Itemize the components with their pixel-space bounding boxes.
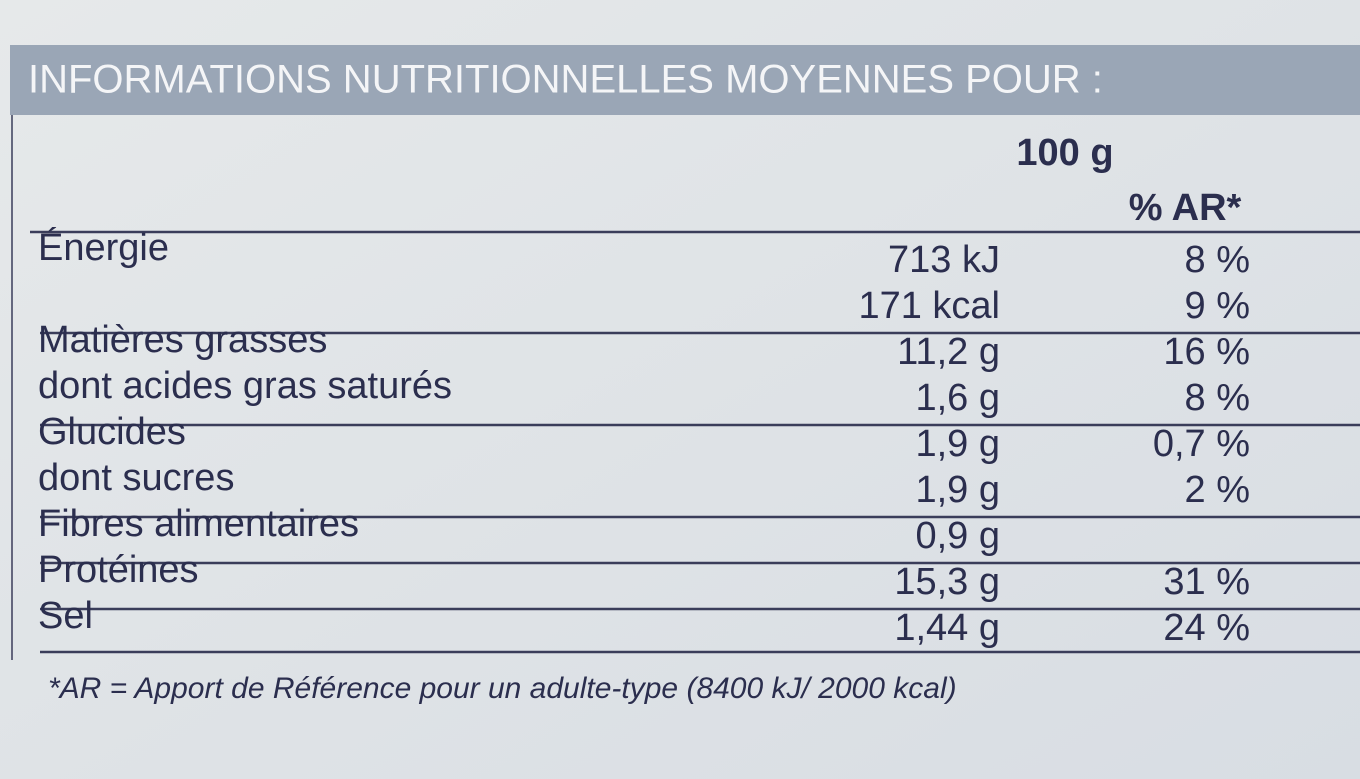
row-label: Énergie — [38, 226, 169, 269]
percent-ar: 16 % — [1163, 331, 1250, 373]
row-label: Protéines — [38, 549, 199, 591]
footnote: *AR = Apport de Référence pour un adulte… — [48, 672, 957, 705]
column-header: 100 g — [1016, 132, 1113, 174]
rows: Énergie 713 kJ 8 % 171 kcal 9 % Matières gras… — [38, 226, 1360, 649]
row-label: dont acides gras saturés — [38, 365, 452, 407]
amount: 1,9 g — [915, 423, 1000, 465]
percent-ar: 24 % — [1163, 607, 1250, 649]
percent-ar: 0,7 % — [1153, 423, 1250, 465]
row-label: Fibres alimentaires — [38, 503, 359, 545]
row-label: dont sucres — [38, 457, 234, 499]
row-label: Matières grasses — [38, 319, 327, 361]
percent-ar: 9 % — [1185, 285, 1250, 327]
amount: 1,9 g — [915, 469, 1000, 511]
column-header: % AR* — [1129, 187, 1242, 229]
amount: 15,3 g — [894, 561, 1000, 603]
header-bar — [10, 45, 1360, 115]
percent-ar: 8 % — [1185, 377, 1250, 419]
header-title: INFORMATIONS NUTRITIONNELLES MOYENNES PO… — [28, 58, 1103, 102]
percent-ar: 8 % — [1185, 239, 1250, 281]
amount: 0,9 g — [915, 515, 1000, 557]
percent-ar: 2 % — [1185, 469, 1250, 511]
row-label: Glucides — [38, 411, 186, 453]
amount: 1,6 g — [915, 377, 1000, 419]
amount: 11,2 g — [897, 331, 1000, 373]
amount: 1,44 g — [894, 607, 1000, 649]
row-label: Sel — [38, 595, 93, 637]
amount: 171 kcal — [858, 285, 1000, 327]
amount: 713 kJ — [888, 239, 1000, 281]
percent-ar: 31 % — [1163, 561, 1250, 603]
